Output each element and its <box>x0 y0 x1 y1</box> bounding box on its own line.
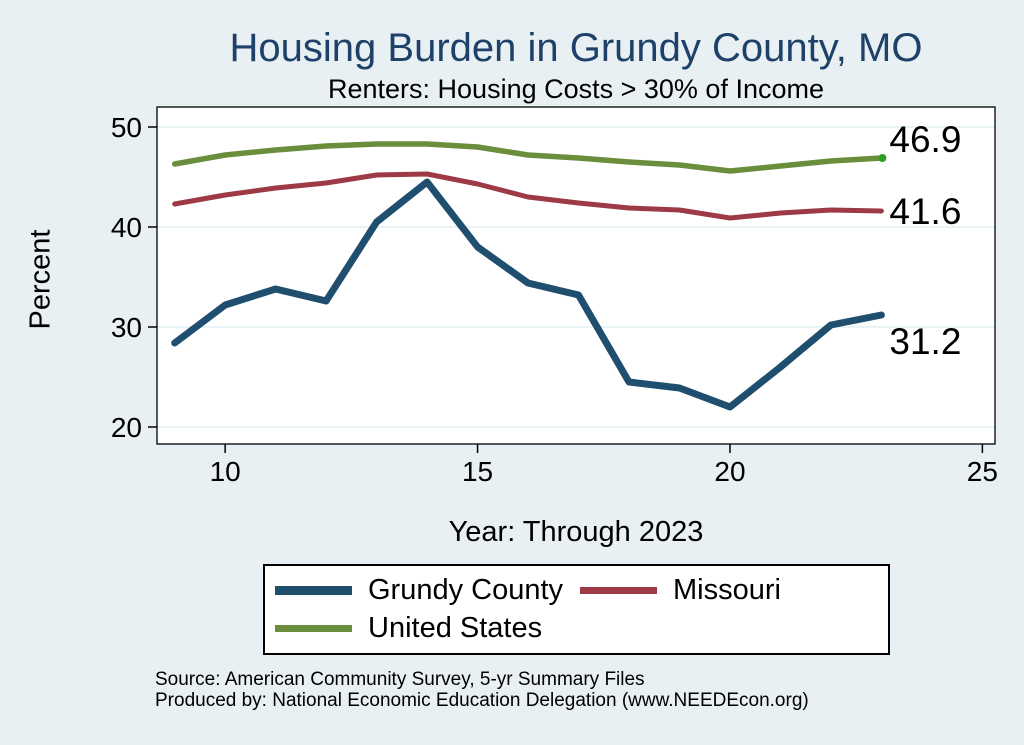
end-marker-united-states <box>878 154 887 162</box>
plot-border <box>156 106 996 445</box>
x-tick-label: 15 <box>462 456 493 487</box>
x-axis-title: Year: Through 2023 <box>448 516 704 548</box>
legend: Grundy County Missouri United States <box>263 564 890 655</box>
y-axis-title: Percent <box>24 229 57 330</box>
x-tick-label: 10 <box>210 456 241 487</box>
producer-note: Produced by: National Economic Education… <box>155 690 809 711</box>
legend-label-grundy-county: Grundy County <box>368 574 564 606</box>
series-line-grundy-county <box>171 178 885 411</box>
y-tick-label: 40 <box>111 212 142 243</box>
x-tick-label: 20 <box>714 456 745 487</box>
end-label-missouri: 41.6 <box>889 191 961 232</box>
chart-title: Housing Burden in Grundy County, MO <box>229 26 923 70</box>
series-line-missouri <box>172 171 884 221</box>
series-line-united-states <box>171 141 885 174</box>
y-tick-label: 50 <box>111 112 142 143</box>
legend-item-united-states: United States <box>275 610 580 648</box>
legend-swatch-united-states <box>275 625 352 632</box>
legend-label-united-states: United States <box>368 612 543 644</box>
chart-subtitle: Renters: Housing Costs > 30% of Income <box>328 74 824 104</box>
legend-item-missouri: Missouri <box>580 572 888 610</box>
legend-item-grundy-county: Grundy County <box>275 572 580 610</box>
legend-swatch-missouri <box>580 587 657 594</box>
legend-label-missouri: Missouri <box>673 574 781 606</box>
source-notes: Source: American Community Survey, 5-yr … <box>155 669 809 711</box>
source-note: Source: American Community Survey, 5-yr … <box>155 669 645 690</box>
x-tick-label: 25 <box>967 456 998 487</box>
plot-background <box>157 107 995 444</box>
y-tick-label: 30 <box>111 312 142 343</box>
end-label-united-states: 46.9 <box>889 119 961 160</box>
end-label-grundy-county: 31.2 <box>889 321 961 362</box>
y-tick-label: 20 <box>111 412 142 443</box>
legend-swatch-grundy-county <box>275 586 352 595</box>
